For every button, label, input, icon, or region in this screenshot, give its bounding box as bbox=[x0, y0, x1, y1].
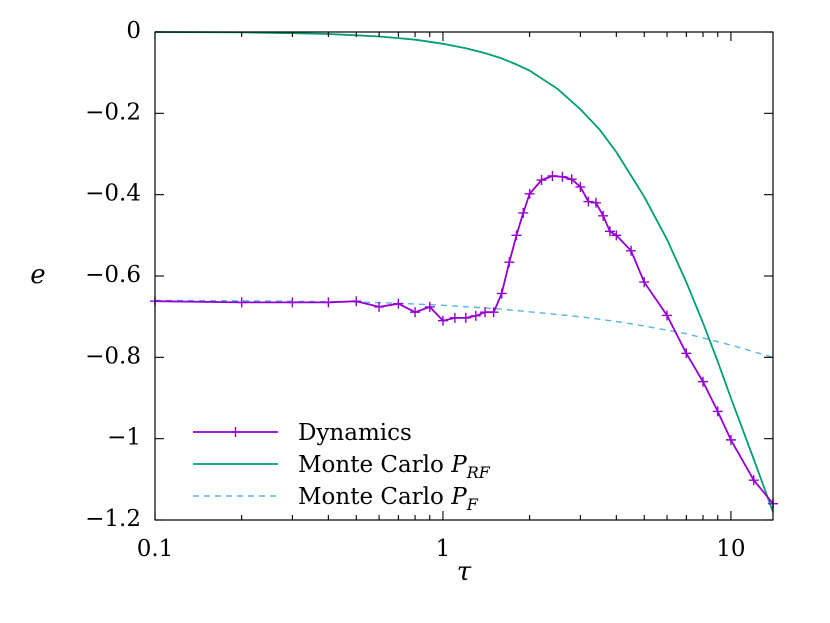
data-point bbox=[437, 315, 448, 326]
data-point bbox=[725, 434, 736, 445]
legend-label-text: Dynamics bbox=[298, 420, 412, 446]
legend-label-subscript: RF bbox=[466, 463, 491, 482]
data-point bbox=[410, 307, 421, 318]
y-tick-label: −0.4 bbox=[85, 181, 141, 207]
data-point bbox=[236, 297, 247, 308]
ticks-layer: 0 −0.2 −0.4 −0.6 −0.8 −1 −1.2 0.1 1 10 bbox=[85, 18, 773, 562]
x-tick-label: 1 bbox=[436, 536, 451, 562]
data-point bbox=[480, 307, 491, 318]
data-point bbox=[511, 230, 522, 241]
data-point bbox=[547, 170, 558, 181]
series-line-monte-carlo-p-f bbox=[154, 299, 774, 358]
data-point bbox=[449, 312, 460, 323]
data-point bbox=[681, 348, 692, 359]
data-point bbox=[591, 197, 602, 208]
data-point bbox=[639, 277, 650, 288]
data-point bbox=[323, 297, 334, 308]
legend-label: Monte Carlo PRF bbox=[298, 452, 491, 482]
data-point bbox=[575, 181, 586, 192]
data-point bbox=[470, 310, 481, 321]
series-line-monte-carlo-p-rf bbox=[154, 31, 774, 513]
data-point bbox=[611, 230, 622, 241]
data-point bbox=[524, 188, 535, 199]
data-point bbox=[662, 310, 673, 321]
data-point bbox=[351, 296, 362, 307]
x-tick-label: 10 bbox=[716, 536, 745, 562]
data-point bbox=[488, 307, 499, 318]
data-point bbox=[287, 297, 298, 308]
data-point bbox=[557, 171, 568, 182]
data-point bbox=[504, 257, 515, 268]
data-point bbox=[626, 245, 637, 256]
data-point bbox=[698, 376, 709, 387]
data-point bbox=[566, 174, 577, 185]
legend-label-text: Monte Carlo bbox=[298, 452, 451, 478]
data-point bbox=[712, 406, 723, 417]
legend-marker bbox=[230, 427, 241, 437]
legend-label-math: P bbox=[450, 484, 467, 510]
y-axis-label: e bbox=[30, 260, 45, 290]
legend-label-text: Monte Carlo bbox=[298, 484, 451, 510]
plot-frame bbox=[154, 31, 774, 521]
legend-label: Monte Carlo PF bbox=[298, 484, 479, 514]
data-point bbox=[460, 312, 471, 323]
series-layer bbox=[150, 31, 778, 513]
y-tick-label: −0.8 bbox=[85, 343, 141, 369]
y-tick-label: −1 bbox=[107, 425, 141, 451]
y-tick-label: −0.6 bbox=[85, 262, 141, 288]
x-tick-label: 0.1 bbox=[137, 536, 174, 562]
legend-label: Dynamics bbox=[298, 420, 412, 446]
x-axis-label: τ bbox=[457, 557, 472, 587]
data-point bbox=[496, 288, 507, 299]
data-point bbox=[393, 298, 404, 309]
data-point bbox=[518, 207, 529, 218]
data-point bbox=[748, 475, 759, 486]
legend-label-math: P bbox=[450, 452, 467, 478]
data-point bbox=[374, 301, 385, 312]
data-point bbox=[583, 196, 594, 207]
data-point bbox=[598, 210, 609, 221]
data-point bbox=[536, 175, 547, 186]
y-tick-label: 0 bbox=[126, 18, 141, 44]
y-tick-label: −1.2 bbox=[85, 506, 141, 532]
legend-label-subscript: F bbox=[466, 495, 479, 514]
data-point bbox=[604, 226, 615, 237]
y-tick-label: −0.2 bbox=[85, 99, 141, 125]
data-point bbox=[424, 301, 435, 312]
